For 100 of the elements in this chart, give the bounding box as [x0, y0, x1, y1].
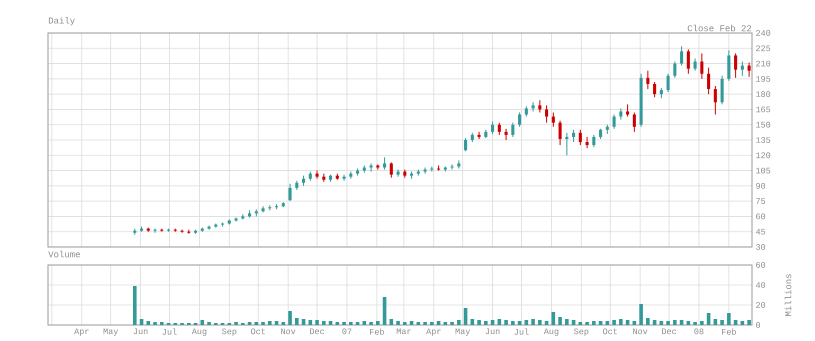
candlestick: [578, 129, 582, 146]
bar: [524, 320, 528, 325]
candlestick: [673, 61, 676, 78]
chart-title: Volume: [48, 250, 80, 258]
bar: [606, 321, 610, 325]
bar: [660, 321, 664, 325]
candlestick: [680, 46, 684, 66]
bar: [308, 320, 312, 325]
x-tick-label: Oct: [603, 328, 617, 334]
bar: [349, 322, 353, 325]
text: Close Feb 22: [688, 24, 752, 32]
candlestick: [511, 122, 514, 138]
y-tick-label: 40: [756, 282, 766, 288]
bar: [578, 322, 582, 325]
x-tick-label: Oct: [251, 328, 265, 334]
bar: [700, 321, 704, 325]
bar: [132, 286, 137, 325]
bar: [403, 322, 407, 325]
x-tick-label: Sep: [574, 328, 588, 336]
bar: [531, 319, 535, 325]
candlestick: [612, 114, 616, 130]
x-tick-label: Nov: [281, 328, 296, 334]
bar: [470, 319, 474, 325]
bar: [666, 321, 670, 325]
bar: [261, 322, 265, 325]
bar: [315, 320, 319, 325]
candlestick: [734, 52, 738, 78]
candlestick: [694, 58, 697, 72]
chart-title: Daily: [48, 16, 75, 26]
bar: [423, 322, 427, 325]
bar: [652, 320, 656, 325]
bar: [160, 322, 164, 325]
y-tick-label: 75: [756, 198, 766, 204]
candlestick: [720, 75, 724, 105]
candlestick: [653, 81, 656, 98]
bar: [322, 321, 326, 325]
candlestick: [599, 128, 602, 140]
candlestick: [532, 102, 535, 112]
bar: [248, 322, 252, 325]
candlestick: [383, 156, 386, 170]
bar: [511, 321, 515, 325]
bar: [362, 321, 366, 325]
bar: [714, 319, 718, 325]
x-tick-label: Apr: [74, 328, 89, 336]
bar: [336, 322, 340, 325]
bar: [410, 321, 414, 325]
x-tick-label: Aug: [192, 328, 206, 336]
bar: [146, 321, 150, 325]
y-tick-label: 240: [756, 30, 770, 36]
x-tick-label: Feb: [722, 328, 736, 335]
y-tick-label: 135: [756, 137, 770, 143]
x-tick-label: Aug: [544, 328, 558, 336]
bar: [740, 321, 744, 325]
candlestick: [464, 137, 468, 152]
candlestick: [518, 112, 522, 128]
bar: [450, 322, 454, 325]
bar: [356, 322, 360, 325]
bar: [504, 320, 508, 325]
bar: [727, 313, 731, 325]
bar: [342, 322, 346, 325]
x-tick-label: 07: [342, 328, 352, 334]
bar: [612, 320, 616, 325]
y-tick-label: 60: [756, 262, 766, 268]
bar: [538, 320, 542, 325]
candlestick: [498, 122, 501, 136]
candlestick: [538, 100, 542, 113]
bar: [720, 320, 724, 325]
bar: [369, 322, 373, 325]
bar: [565, 319, 569, 325]
bar: [518, 321, 522, 325]
bar: [140, 319, 144, 325]
y-tick-label: 45: [756, 228, 766, 235]
bar: [274, 321, 278, 325]
y-tick-label: 0: [756, 322, 760, 328]
bar: [552, 312, 556, 325]
candlestick: [626, 104, 630, 118]
bar: [444, 322, 448, 325]
bar: [207, 322, 211, 325]
y-tick-label: 150: [756, 122, 770, 128]
bar: [626, 320, 630, 325]
candlestick: [545, 104, 548, 124]
y-tick-label: 195: [756, 76, 770, 82]
bar: [632, 321, 636, 325]
x-tick-label: May: [456, 328, 470, 336]
bar: [477, 320, 481, 325]
x-tick-label: 08: [694, 328, 704, 334]
bar: [282, 322, 286, 325]
bar: [254, 322, 258, 325]
bar: [592, 321, 596, 325]
candlestick: [586, 136, 589, 149]
x-tick-label: Jul: [162, 328, 177, 335]
bar: [693, 322, 697, 325]
bar: [585, 322, 589, 325]
bar: [200, 320, 204, 325]
y-tick-label: 105: [756, 168, 770, 174]
bar: [706, 313, 710, 325]
bar: [619, 319, 623, 325]
bar: [484, 321, 488, 325]
candlestick: [295, 180, 298, 190]
bar: [572, 320, 576, 325]
